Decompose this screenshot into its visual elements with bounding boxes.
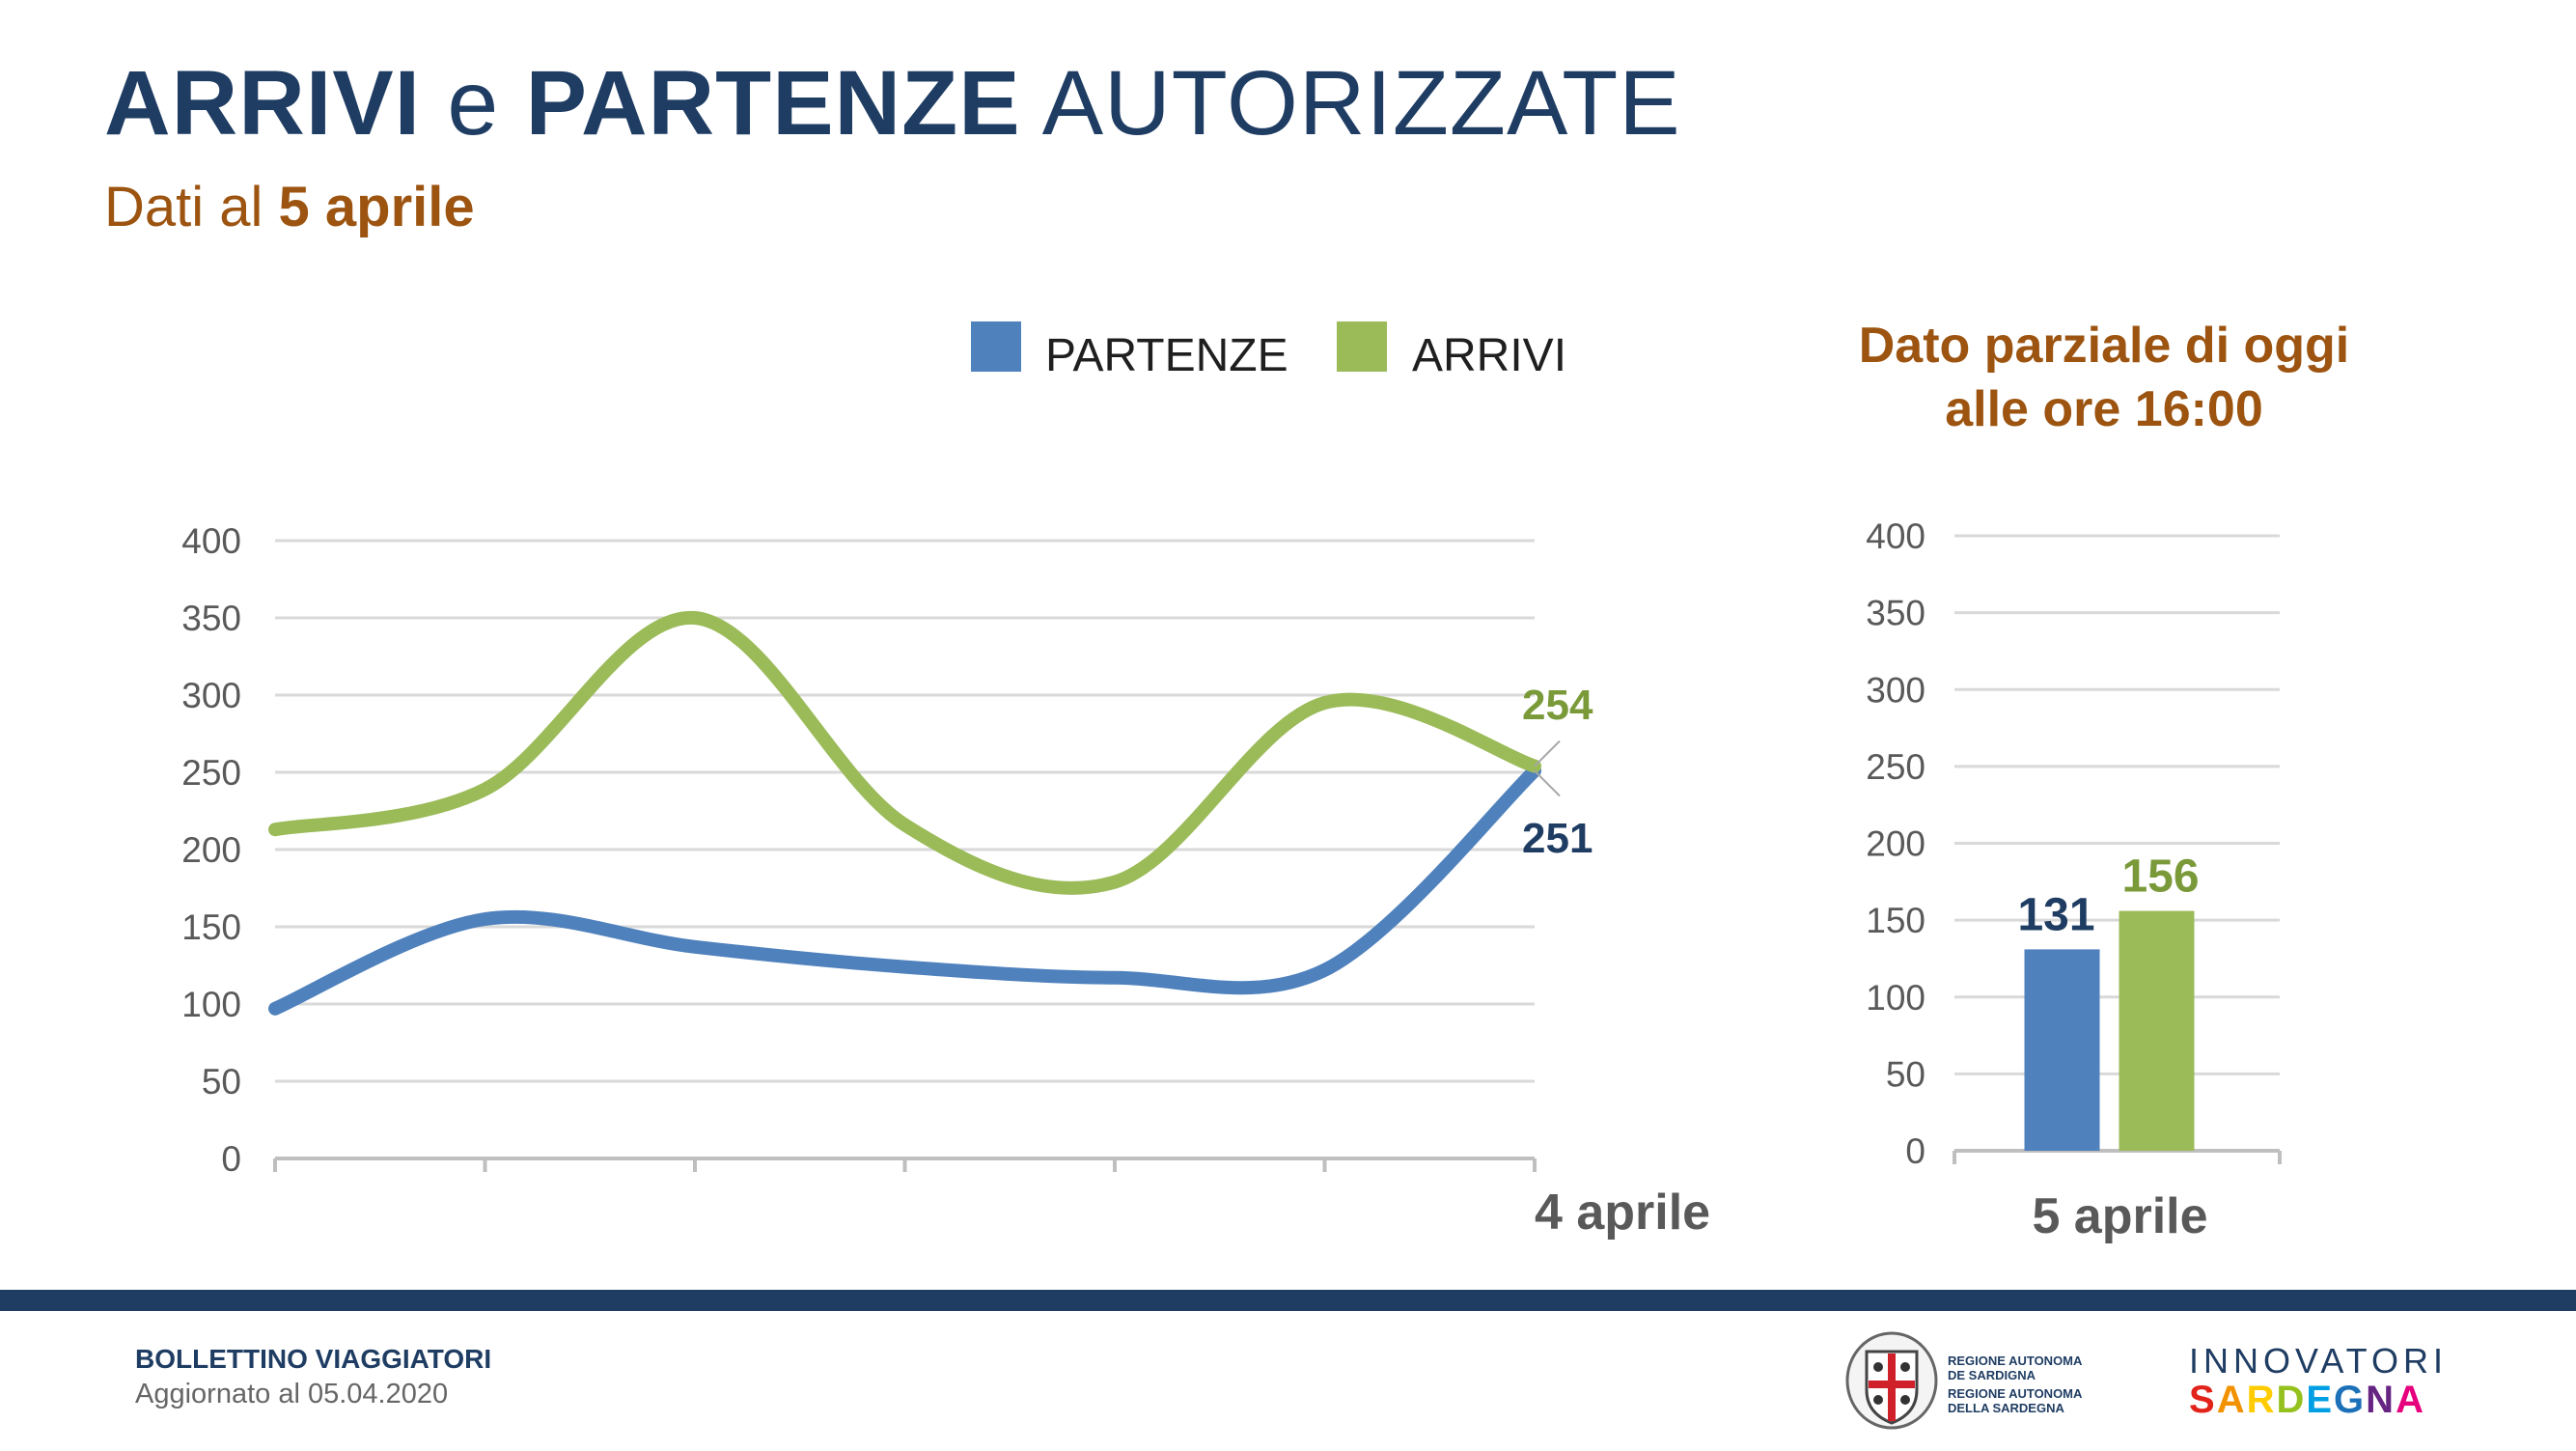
sardegna-logo-letter: A (2216, 1379, 2247, 1421)
x-tick-label: 4 aprile (1535, 1185, 1710, 1241)
page-title: ARRIVI e PARTENZE AUTORIZZATE (104, 50, 1681, 156)
y-tick-label: 0 (221, 1139, 241, 1179)
partenze-series-line (268, 764, 1541, 1016)
ras-line-1: REGIONE AUTONOMA (1948, 1353, 2083, 1368)
sardegna-logo-letter: S (2189, 1379, 2217, 1421)
leader-line (1534, 769, 1561, 797)
legend-label: PARTENZE (1045, 330, 1288, 381)
partial-title-line2: alle ore 16:00 (1945, 381, 2263, 437)
regione-sardegna-crest-icon (1845, 1331, 1938, 1430)
title-autorizzate: AUTORIZZATE (1041, 52, 1681, 154)
sardegna-logo-letter: E (2306, 1379, 2335, 1421)
y-tick-label: 350 (181, 599, 241, 638)
ras-line-3: REGIONE AUTONOMA (1948, 1386, 2083, 1401)
y-tick-label: 100 (181, 985, 241, 1024)
footer-divider (0, 1290, 2576, 1311)
legend-swatch (971, 321, 1021, 372)
innovatori-logo-text: INNOVATORI (2189, 1341, 2449, 1381)
partial-data-title: Dato parziale di oggi alle ore 16:00 (1814, 314, 2394, 441)
arrivi-end-label: 254 (1522, 682, 1593, 729)
ras-line-4: DELLA SARDEGNA (1948, 1401, 2064, 1415)
footer-title: BOLLETTINO VIAGGIATORI (135, 1344, 492, 1374)
sardegna-logo-letter: A (2396, 1379, 2425, 1421)
legend-swatch (1337, 321, 1387, 372)
regione-sardegna-text: REGIONE AUTONOMA DE SARDIGNA REGIONE AUT… (1948, 1353, 2082, 1415)
y-tick-label: 250 (181, 753, 241, 793)
y-tick-label: 300 (181, 676, 241, 715)
partial-title-line1: Dato parziale di oggi (1858, 318, 2350, 374)
ras-line-2: DE SARDIGNA (1948, 1368, 2036, 1382)
footer-update-date: Aggiornato al 05.04.2020 (135, 1379, 449, 1409)
leader-line (1534, 739, 1561, 767)
legend-label: ARRIVI (1412, 330, 1566, 381)
y-tick-label: 150 (181, 907, 241, 947)
sardegna-logo-letter: G (2334, 1379, 2367, 1421)
sardegna-logo-letter: N (2366, 1379, 2396, 1421)
y-tick-label: 50 (202, 1062, 241, 1102)
subtitle-prefix: Dati al (104, 176, 263, 238)
sardegna-logo-letter: D (2276, 1379, 2307, 1421)
partenze-end-label: 251 (1522, 815, 1593, 862)
sardegna-logo-text: SARDEGNA (2189, 1379, 2425, 1422)
title-e: e (447, 52, 500, 154)
subtitle-date: 5 aprile (278, 176, 475, 238)
arrivi-series-line (268, 610, 1541, 895)
y-tick-label: 200 (181, 830, 241, 870)
y-tick-label: 400 (181, 521, 241, 561)
sardegna-logo-letter: R (2246, 1379, 2277, 1421)
page-subtitle: Dati al 5 aprile (104, 174, 475, 241)
title-arrivi: ARRIVI (104, 52, 421, 154)
title-partenze: PARTENZE (525, 52, 1021, 154)
